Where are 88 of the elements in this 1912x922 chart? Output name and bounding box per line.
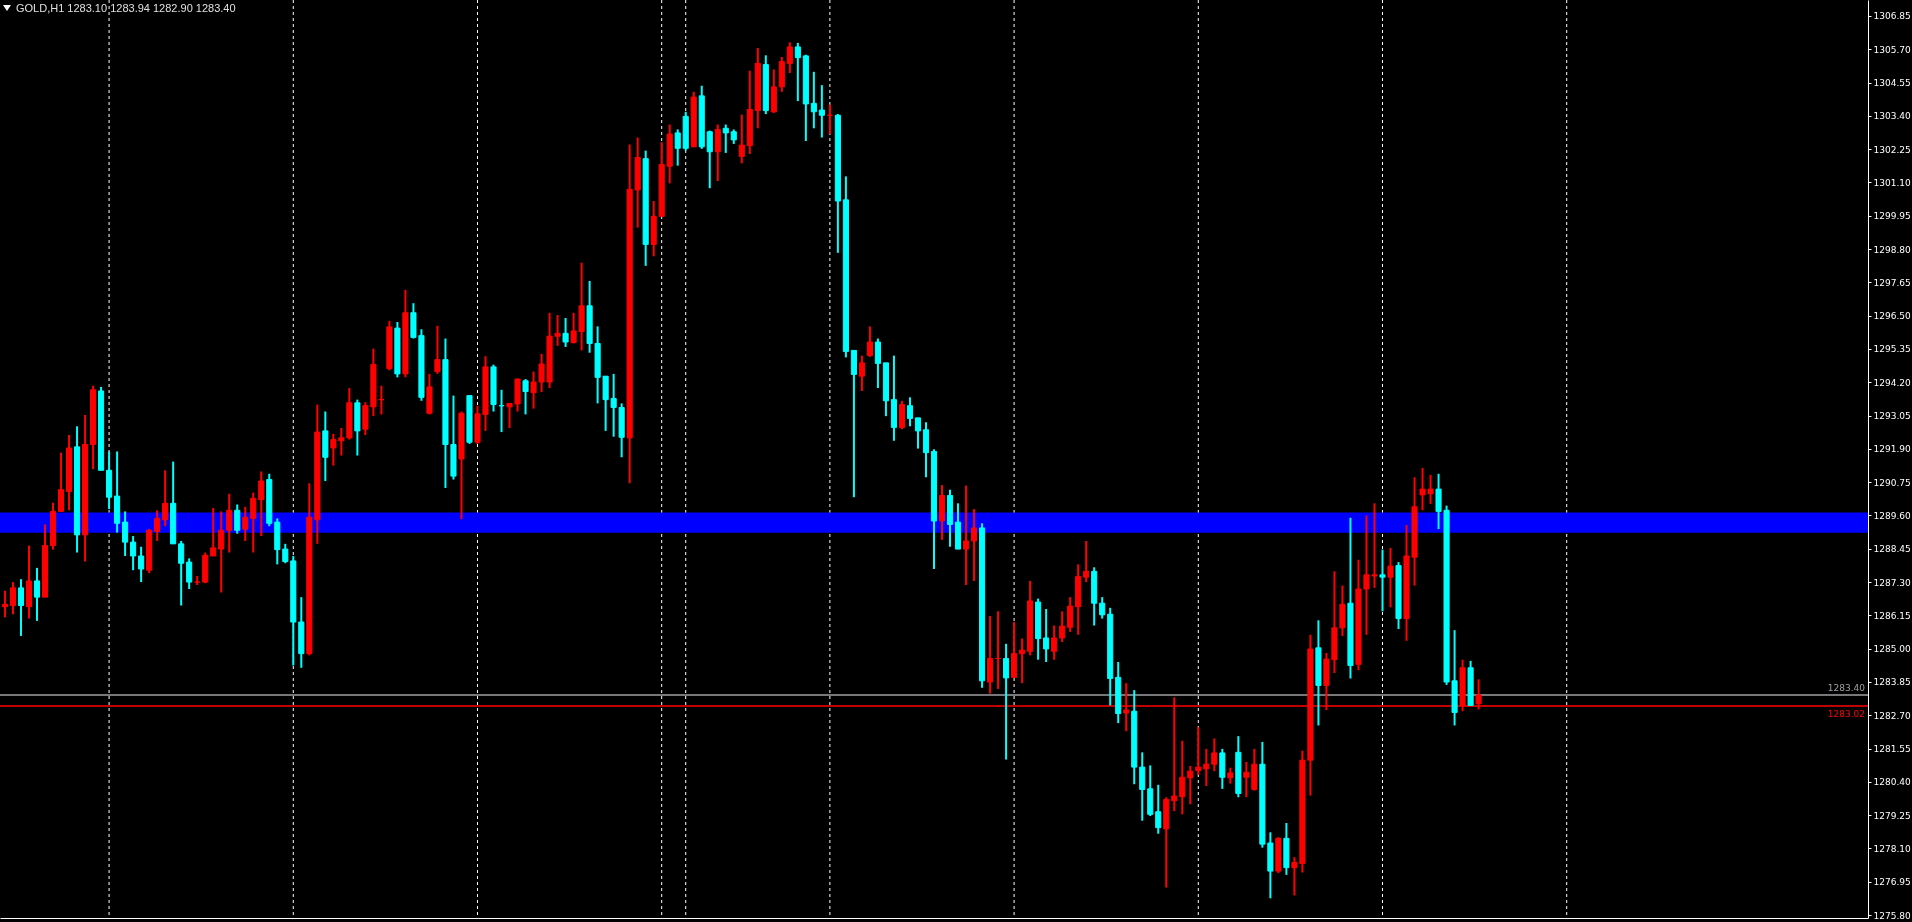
candlestick [1083,539,1090,584]
candlestick [1011,621,1018,679]
candlestick [906,396,914,428]
ref-line-label: 1283.40 [1827,683,1866,694]
y-tick-label: 1279.25 [1873,810,1911,821]
candlestick [874,337,881,390]
y-tick-label: 1298.80 [1873,244,1911,255]
y-tick-label: 1288.45 [1873,544,1911,555]
y-tick-label: 1293.05 [1873,411,1911,422]
candlestick [1179,739,1186,816]
candlestick [1187,764,1194,806]
candlestick [810,70,817,130]
candlestick [818,84,825,139]
candlestick [706,129,713,190]
y-tick-label: 1303.40 [1873,111,1911,122]
candlestick [674,128,681,167]
candlestick [1043,608,1050,663]
candlestick [130,535,137,572]
y-tick-label: 1281.55 [1873,744,1911,755]
candlestick [522,378,529,416]
candlestick [234,503,241,535]
candlestick [122,510,129,558]
candlestick [914,416,922,450]
y-tick-label: 1276.95 [1873,877,1911,888]
candlestick [786,41,793,74]
y-tick-label: 1290.75 [1873,477,1911,488]
y-tick-label: 1275.80 [1873,910,1911,921]
candlestick [1,589,9,619]
candlestick [1019,637,1026,685]
y-tick-label: 1283.85 [1873,677,1911,688]
y-tick-label: 1280.40 [1873,777,1911,788]
candlestick [922,421,930,479]
y-tick-label: 1278.10 [1873,844,1911,854]
candlestick [858,354,865,392]
candlestick [186,557,193,591]
candlestick [1155,783,1162,835]
candlestick [242,505,249,542]
y-tick-label: 1291.90 [1873,444,1911,455]
y-tick-label: 1294.20 [1873,377,1911,388]
y-tick-label: 1302.25 [1873,144,1911,155]
candlestick [738,113,745,165]
candlestick [714,123,721,182]
chart-title: GOLD,H1 1283.10 1283.94 1282.90 1283.40 [16,2,236,14]
candlestick [1099,596,1106,620]
ref-line-label: 1283.02 [1827,709,1865,720]
candlestick [898,399,906,431]
candlestick [722,123,729,154]
y-tick-label: 1305.70 [1873,44,1911,55]
y-tick-label: 1306.85 [1873,11,1911,22]
candlestick [210,506,217,558]
candlestick [1387,546,1394,609]
candlestick [282,542,289,565]
candlestick [250,491,257,554]
candlestick [1003,642,1010,761]
candlestick [987,614,994,695]
candlestick [178,539,185,607]
y-tick-label: 1295.35 [1873,344,1911,355]
y-tick-label: 1304.55 [1873,78,1911,89]
y-tick-label: 1299.95 [1873,211,1911,222]
candlestick [1051,624,1058,661]
y-tick-label: 1286.15 [1873,610,1911,621]
candlestick [1379,548,1386,613]
y-tick-label: 1301.10 [1873,177,1911,188]
candlestick [1139,751,1146,822]
candlestick [33,566,41,622]
candlestick [218,510,225,594]
candlestick [154,509,161,542]
candlestick [794,41,801,103]
candlestick [226,492,233,554]
candlestick [138,545,145,584]
candlestick [57,451,65,513]
candlestick [1059,610,1066,644]
y-tick-label: 1285.00 [1873,644,1911,655]
candlestick [17,578,25,637]
y-tick-label: 1296.50 [1873,311,1911,322]
y-tick-label: 1289.60 [1873,510,1911,521]
candlestick [162,469,169,528]
candlestick [9,581,17,616]
y-tick-label: 1287.30 [1873,577,1911,588]
y-tick-label: 1282.70 [1873,710,1911,721]
candlestick [258,470,265,538]
candlestick [562,316,569,348]
y-tick-label: 1297.65 [1873,277,1911,288]
candlestick [866,325,873,358]
candlestick [1067,596,1074,633]
candlestick [970,508,978,582]
candlestick [962,484,970,586]
candlestick [434,324,441,375]
